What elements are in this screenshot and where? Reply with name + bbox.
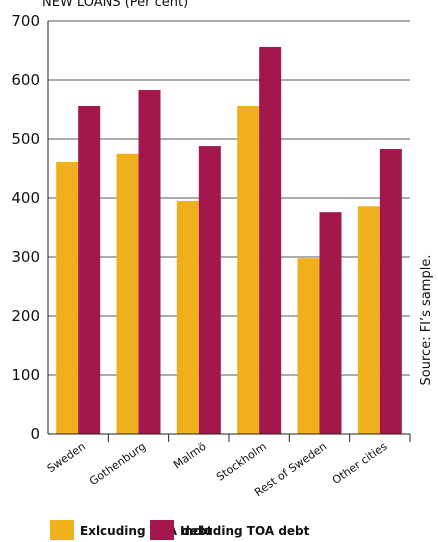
legend-swatch bbox=[50, 520, 74, 540]
x-tick-label: Malmö bbox=[171, 440, 209, 472]
y-tick-label: 400 bbox=[11, 189, 40, 207]
y-tick-label: 600 bbox=[11, 71, 40, 89]
legend-label: Exlcuding TOA debt bbox=[80, 524, 213, 538]
y-tick-label: 500 bbox=[11, 130, 40, 148]
bar bbox=[56, 162, 79, 434]
bar bbox=[297, 258, 320, 434]
y-tick-label: 100 bbox=[11, 366, 40, 384]
x-tick-label: Gothenburg bbox=[87, 440, 148, 488]
bar bbox=[198, 146, 221, 434]
y-tick-label: 700 bbox=[11, 12, 40, 30]
legend-swatch bbox=[150, 520, 174, 540]
bar bbox=[237, 105, 260, 435]
bar bbox=[138, 90, 161, 434]
bar bbox=[176, 200, 199, 434]
y-tick-label: 200 bbox=[11, 307, 40, 325]
x-tick-label: Other cities bbox=[330, 440, 390, 487]
bar bbox=[78, 105, 101, 435]
x-tick-label: Sweden bbox=[45, 440, 88, 476]
legend-label: Including TOA debt bbox=[180, 524, 310, 538]
bar bbox=[116, 153, 139, 434]
bar bbox=[357, 206, 380, 434]
x-tick-label: Stockholm bbox=[214, 440, 269, 484]
bar bbox=[259, 46, 282, 435]
bar bbox=[379, 149, 402, 434]
source-note: Source: FI’s sample. bbox=[419, 255, 434, 386]
chart-title: NEW LOANS (Per cent) bbox=[42, 0, 188, 10]
bar bbox=[319, 212, 342, 434]
y-tick-label: 0 bbox=[30, 425, 40, 443]
y-tick-label: 300 bbox=[11, 248, 40, 266]
